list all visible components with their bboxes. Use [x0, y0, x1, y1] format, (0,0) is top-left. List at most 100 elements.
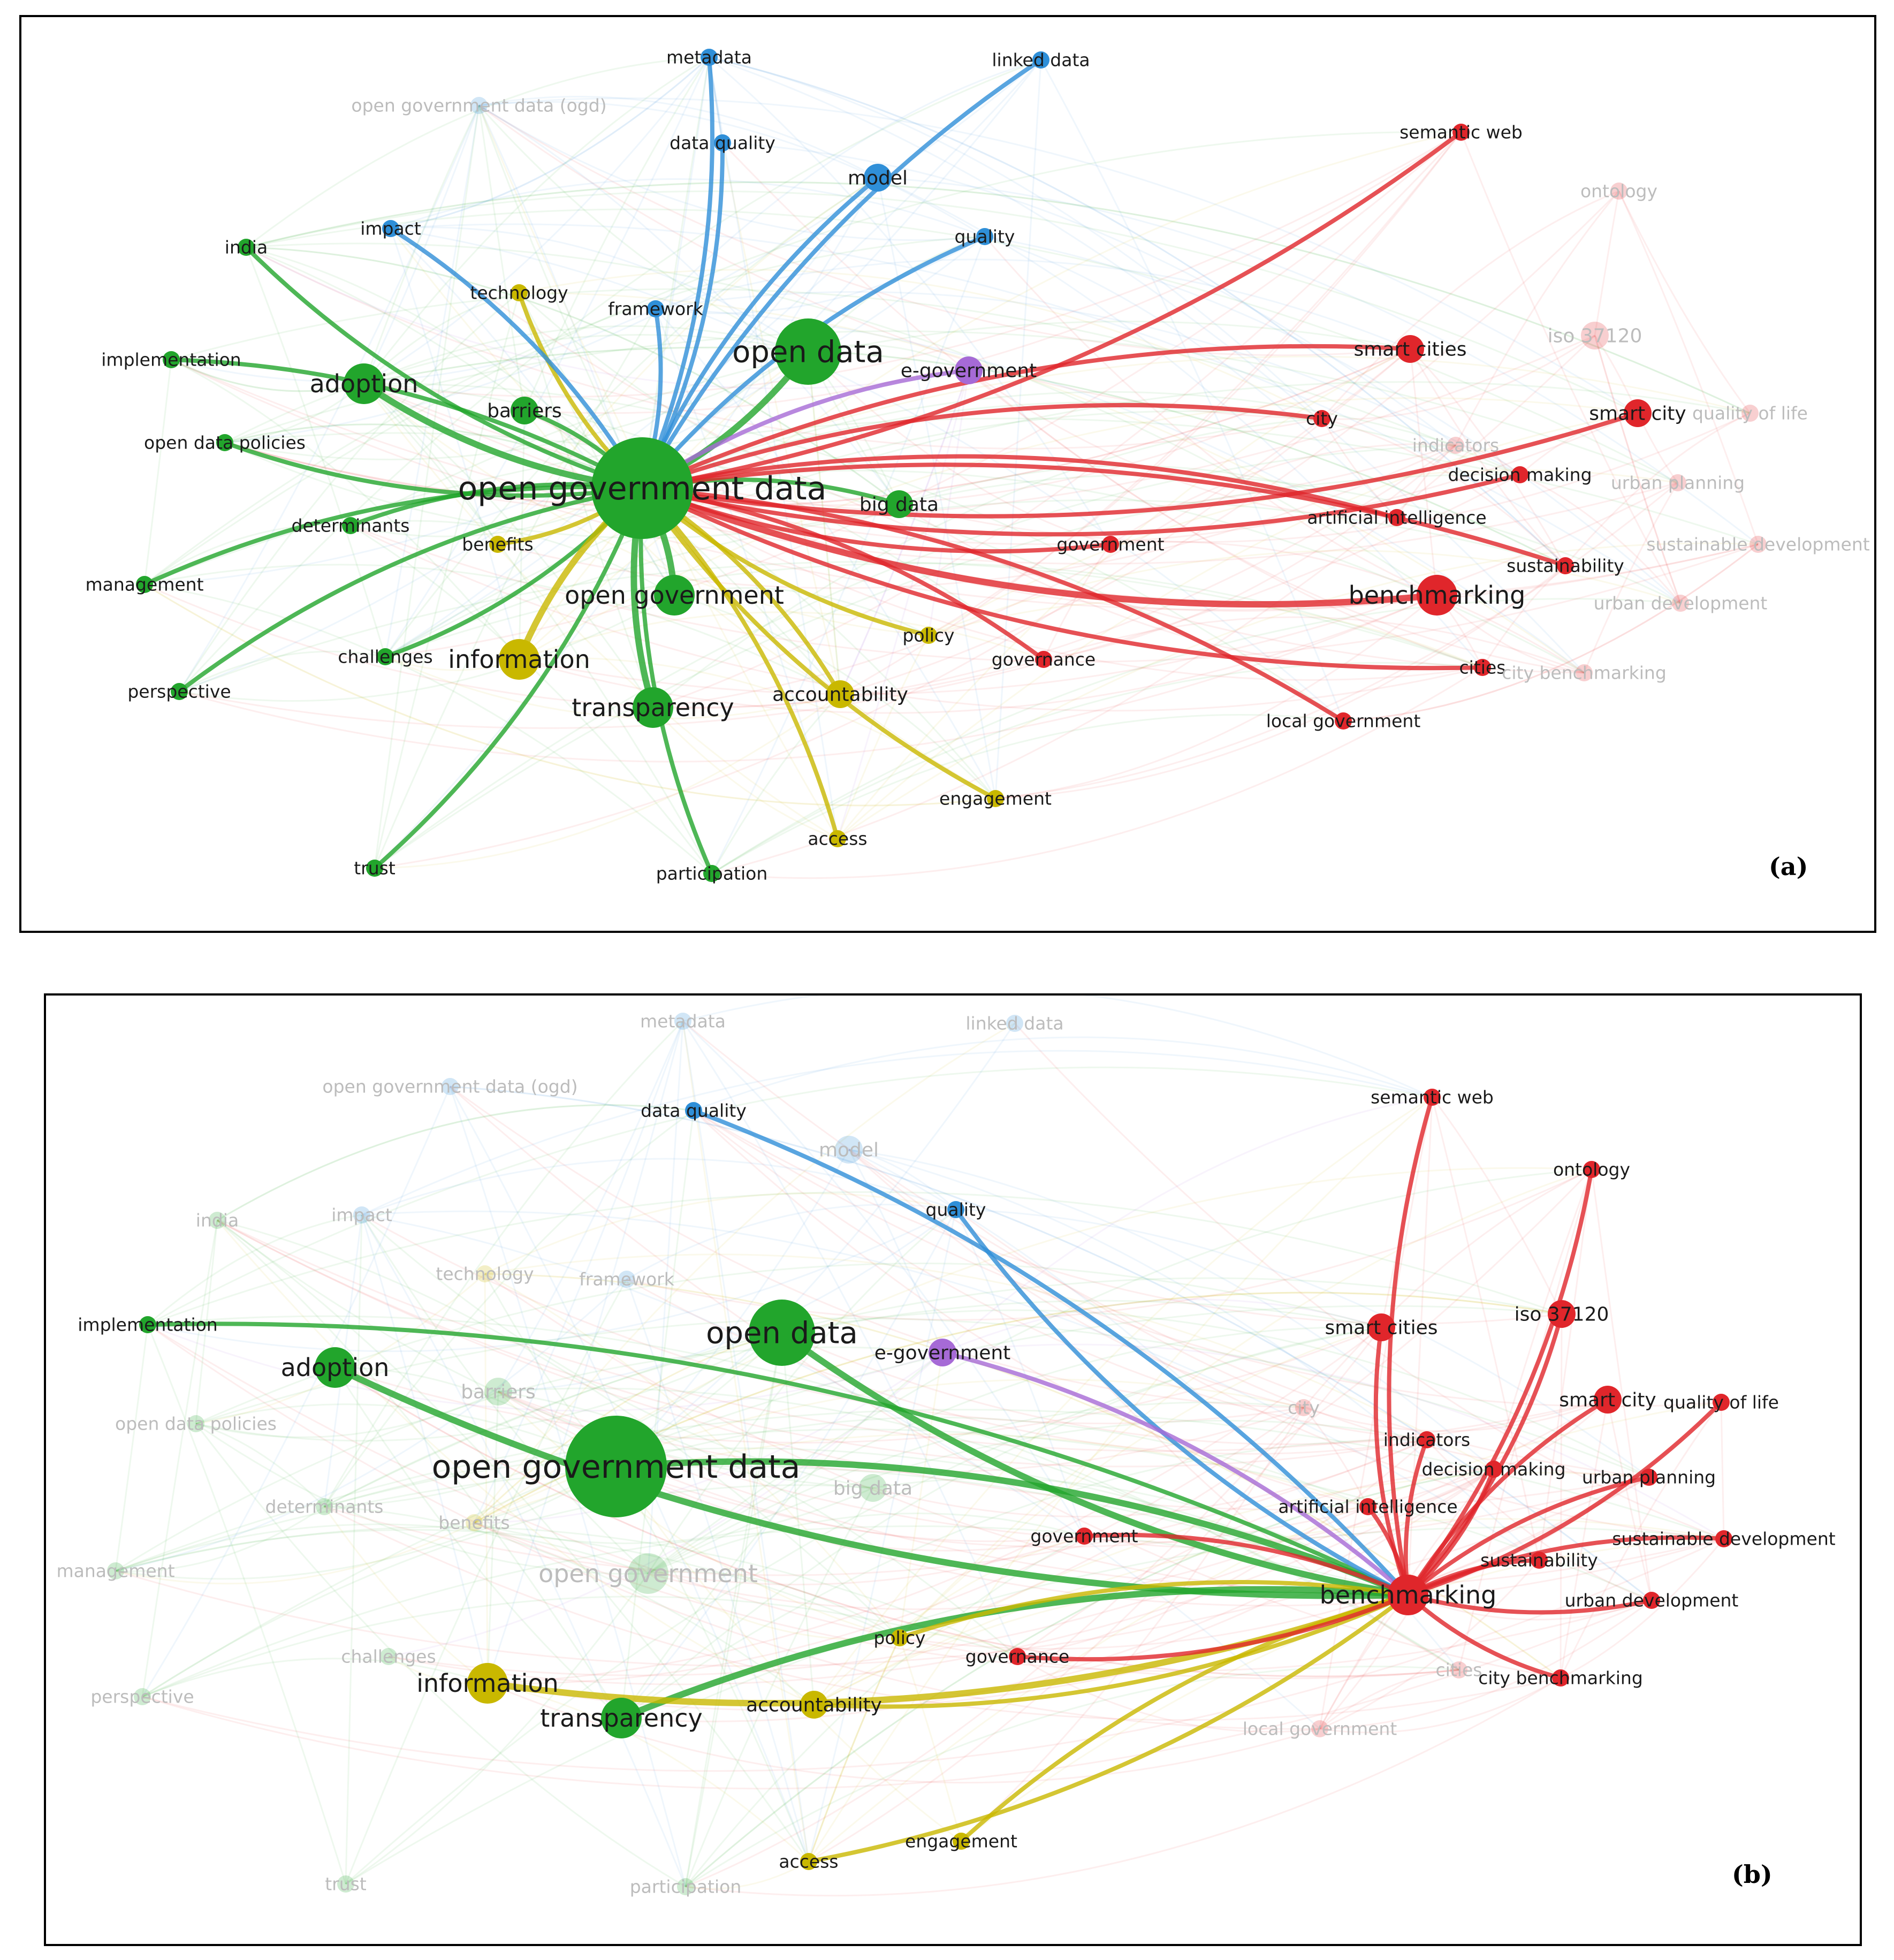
node-benefits[interactable] [466, 1514, 483, 1531]
node-ogd[interactable] [442, 1078, 459, 1095]
node-accountability[interactable] [800, 1691, 828, 1719]
node-linked-data[interactable] [1006, 1015, 1023, 1032]
node-open-data-policies[interactable] [187, 1415, 204, 1432]
node-city-benchmarking[interactable] [1552, 1669, 1569, 1686]
node-framework[interactable] [618, 1271, 635, 1288]
node-smart-city[interactable] [1624, 399, 1652, 427]
node-cities[interactable] [1450, 1661, 1467, 1678]
node-model[interactable] [835, 1136, 863, 1164]
node-ontology[interactable] [1583, 1161, 1600, 1178]
node-government[interactable] [1102, 536, 1119, 553]
node-indicators[interactable] [1447, 437, 1464, 454]
node-technology[interactable] [511, 284, 528, 301]
node-city-benchmarking[interactable] [1576, 664, 1593, 681]
node-perspective[interactable] [171, 683, 188, 700]
node-open-data-policies[interactable] [216, 434, 233, 451]
node-decision-making[interactable] [1485, 1461, 1502, 1478]
node-implementation[interactable] [163, 351, 180, 368]
node-india[interactable] [238, 239, 255, 256]
node-open-data[interactable] [775, 318, 841, 385]
node-big-data[interactable] [885, 490, 913, 518]
node-city[interactable] [1295, 1399, 1312, 1416]
node-artificial-intelligence[interactable] [1388, 509, 1405, 526]
node-participation[interactable] [677, 1878, 694, 1895]
node-urban-development[interactable] [1672, 595, 1689, 612]
node-adoption[interactable] [344, 363, 384, 404]
node-quality-of-life[interactable] [1713, 1394, 1730, 1411]
node-transparency[interactable] [633, 687, 673, 728]
node-barriers[interactable] [511, 397, 538, 424]
node-local-government[interactable] [1311, 1720, 1328, 1737]
node-linked-data[interactable] [1032, 51, 1049, 69]
node-sustainable-development[interactable] [1750, 536, 1767, 553]
node-implementation[interactable] [139, 1316, 156, 1333]
node-impact[interactable] [382, 220, 399, 237]
node-data-quality[interactable] [714, 134, 731, 151]
node-benchmarking[interactable] [1388, 1575, 1428, 1615]
node-quality[interactable] [976, 228, 993, 245]
node-ontology[interactable] [1610, 183, 1627, 200]
node-urban-planning[interactable] [1640, 1469, 1657, 1486]
node-artificial-intelligence[interactable] [1359, 1498, 1376, 1515]
node-determinants[interactable] [316, 1498, 333, 1515]
node-indicators[interactable] [1418, 1431, 1435, 1448]
node-open-government[interactable] [628, 1553, 668, 1594]
node-ogd[interactable] [470, 97, 488, 114]
node-data-quality[interactable] [685, 1102, 702, 1119]
node-metadata[interactable] [701, 49, 718, 66]
node-technology[interactable] [476, 1265, 493, 1282]
node-engagement[interactable] [953, 1833, 970, 1850]
node-india[interactable] [209, 1212, 226, 1229]
node-open-government-data[interactable] [591, 437, 693, 539]
node-challenges[interactable] [377, 648, 394, 665]
node-urban-development[interactable] [1643, 1592, 1660, 1609]
node-iso-37120[interactable] [1548, 1300, 1576, 1328]
node-open-government[interactable] [654, 575, 695, 616]
node-quality-of-life[interactable] [1741, 405, 1759, 422]
node-barriers[interactable] [484, 1378, 512, 1406]
node-e-government[interactable] [929, 1339, 956, 1366]
node-access[interactable] [800, 1853, 817, 1870]
node-semantic-web[interactable] [1424, 1089, 1441, 1106]
node-quality[interactable] [947, 1201, 964, 1218]
node-transparency[interactable] [601, 1698, 642, 1738]
node-urban-planning[interactable] [1669, 474, 1686, 491]
node-policy[interactable] [920, 627, 937, 644]
node-smart-city[interactable] [1594, 1386, 1622, 1414]
node-cities[interactable] [1474, 659, 1491, 676]
node-accountability[interactable] [826, 680, 854, 708]
node-management[interactable] [136, 576, 153, 593]
node-information[interactable] [499, 639, 539, 680]
node-open-data[interactable] [749, 1300, 815, 1366]
node-benchmarking[interactable] [1417, 575, 1457, 616]
node-determinants[interactable] [342, 517, 359, 534]
node-decision-making[interactable] [1511, 466, 1528, 483]
node-engagement[interactable] [987, 790, 1004, 807]
node-city[interactable] [1313, 410, 1330, 427]
node-iso-37120[interactable] [1581, 322, 1609, 350]
node-open-government-data[interactable] [565, 1416, 667, 1517]
node-perspective[interactable] [134, 1688, 151, 1705]
node-big-data[interactable] [859, 1474, 887, 1502]
node-policy[interactable] [891, 1629, 908, 1646]
node-participation[interactable] [703, 865, 720, 882]
node-impact[interactable] [353, 1206, 370, 1224]
node-semantic-web[interactable] [1452, 124, 1470, 141]
node-trust[interactable] [337, 1875, 354, 1893]
node-access[interactable] [829, 830, 846, 847]
node-e-government[interactable] [955, 356, 983, 384]
node-smart-cities[interactable] [1396, 335, 1424, 363]
node-governance[interactable] [1009, 1648, 1026, 1665]
node-benefits[interactable] [489, 536, 506, 553]
node-government[interactable] [1076, 1528, 1093, 1545]
node-smart-cities[interactable] [1367, 1313, 1395, 1341]
node-adoption[interactable] [315, 1347, 355, 1388]
node-local-government[interactable] [1335, 712, 1352, 730]
node-challenges[interactable] [380, 1648, 397, 1665]
node-management[interactable] [107, 1562, 124, 1579]
node-governance[interactable] [1035, 651, 1052, 668]
node-framework[interactable] [647, 300, 664, 317]
node-metadata[interactable] [674, 1013, 691, 1030]
node-model[interactable] [864, 164, 892, 192]
node-information[interactable] [467, 1663, 508, 1704]
